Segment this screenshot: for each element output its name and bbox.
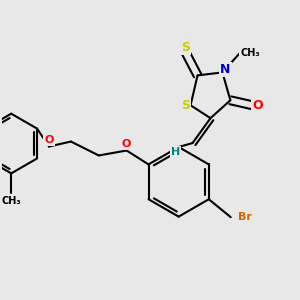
Text: N: N bbox=[220, 63, 231, 76]
Text: O: O bbox=[44, 135, 54, 145]
Text: S: S bbox=[181, 41, 190, 54]
Text: O: O bbox=[252, 99, 262, 112]
Text: CH₃: CH₃ bbox=[2, 196, 21, 206]
Text: H: H bbox=[171, 147, 180, 157]
Text: Br: Br bbox=[238, 212, 251, 222]
Text: S: S bbox=[181, 99, 190, 112]
Text: CH₃: CH₃ bbox=[241, 47, 260, 58]
Text: O: O bbox=[122, 139, 131, 148]
